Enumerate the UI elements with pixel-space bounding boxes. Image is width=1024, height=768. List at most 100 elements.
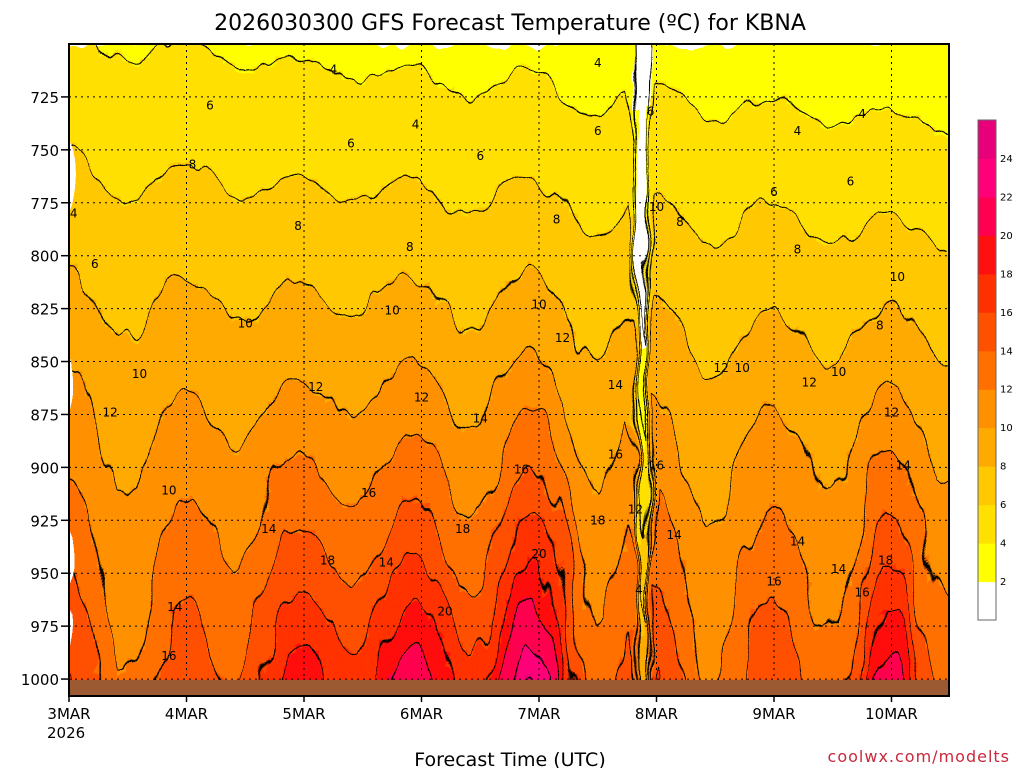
plot-frame bbox=[68, 43, 950, 697]
contour-label: 16 bbox=[766, 575, 781, 589]
y-tick-label: 775 bbox=[30, 195, 59, 213]
contour-label: 8 bbox=[294, 219, 302, 233]
contour-label: 4 bbox=[412, 117, 420, 131]
contour-label: 16 bbox=[649, 458, 664, 472]
contour-label: 8 bbox=[794, 242, 802, 256]
contour-label: 14 bbox=[473, 412, 488, 426]
legend-label: 14 bbox=[1000, 346, 1013, 357]
contour-label: 6 bbox=[594, 124, 602, 138]
contour-label: 18 bbox=[590, 513, 605, 527]
legend-swatch bbox=[978, 196, 996, 236]
x-tick-label: 8MAR bbox=[635, 705, 678, 723]
contour-label: 20 bbox=[437, 604, 452, 618]
legend-label: 20 bbox=[1000, 231, 1013, 242]
contour-line-2 bbox=[632, 44, 652, 346]
x-tick-label: 9MAR bbox=[752, 705, 795, 723]
contour-line-10 bbox=[69, 345, 949, 696]
gridlines bbox=[69, 44, 949, 696]
plot-area: 4 4 4 4 4 4 6 6 6 6 6 6 6 6 8 8 8 8 8 8 10 10 10 10 10 10 10 10 10 8 1… bbox=[69, 44, 949, 696]
legend-frame bbox=[977, 119, 997, 621]
legend-swatch bbox=[978, 389, 996, 429]
contour-label: 18 bbox=[878, 554, 893, 568]
contour-label: 4 bbox=[635, 583, 643, 597]
contour-label: 4 bbox=[330, 62, 338, 76]
contour-label: 12 bbox=[414, 391, 429, 405]
contour-label: 20 bbox=[531, 547, 546, 561]
x-axis-title: Forecast Time (UTC) bbox=[414, 749, 605, 768]
contour-label: 4 bbox=[70, 206, 78, 220]
contour-label: 10 bbox=[531, 297, 546, 311]
contour-label: 6 bbox=[476, 149, 484, 163]
contour-label: 4 bbox=[794, 124, 802, 138]
y-tick-label: 950 bbox=[30, 565, 59, 583]
ground-layer bbox=[69, 680, 949, 696]
chart-title: 2026030300 GFS Forecast Temperature (ºC)… bbox=[214, 11, 806, 36]
contour-label: 12 bbox=[102, 405, 117, 419]
contour-label: 6 bbox=[206, 98, 214, 112]
legend-label: 10 bbox=[1000, 423, 1013, 434]
contour-label: 4 bbox=[858, 107, 866, 121]
contour-label: 10 bbox=[132, 367, 147, 381]
y-axis: 725 750 775 800 825 850 875 900 925 950 975 1000 bbox=[21, 89, 69, 689]
legend-label: 16 bbox=[1000, 308, 1013, 319]
contour-label: 18 bbox=[455, 522, 470, 536]
contour-label: 18 bbox=[320, 554, 335, 568]
contour-label: 16 bbox=[161, 649, 176, 663]
contour-label: 8 bbox=[876, 319, 884, 333]
contour-label: 14 bbox=[261, 522, 276, 536]
y-tick-label: 750 bbox=[30, 142, 59, 160]
x-tick-label: 3MAR bbox=[47, 705, 90, 723]
legend-swatch bbox=[978, 543, 996, 583]
contour-label: 16 bbox=[608, 448, 623, 462]
contour-line-4 bbox=[93, 44, 949, 443]
x-axis: 3MAR 4MAR 5MAR 6MAR 7MAR 8MAR 9MAR 10MAR bbox=[47, 696, 918, 723]
x-tick-label: 5MAR bbox=[282, 705, 325, 723]
x-tick-label: 7MAR bbox=[517, 705, 560, 723]
contour-label: 14 bbox=[831, 562, 846, 576]
legend-swatch bbox=[978, 235, 996, 275]
contour-label: 6 bbox=[770, 185, 778, 199]
contour-label: 8 bbox=[553, 213, 561, 227]
contour-label: 16 bbox=[361, 486, 376, 500]
contour-label: 10 bbox=[735, 361, 750, 375]
y-tick-label: 975 bbox=[30, 618, 59, 636]
contour-label: 14 bbox=[167, 600, 182, 614]
contour-label: 10 bbox=[649, 200, 664, 214]
contour-line-6 bbox=[69, 149, 949, 536]
contour-label: 16 bbox=[854, 585, 869, 599]
contour-label: 10 bbox=[238, 316, 253, 330]
legend-label: 22 bbox=[1000, 192, 1013, 203]
legend-swatch bbox=[978, 350, 996, 390]
legend-swatch bbox=[978, 504, 996, 544]
contour-label: 10 bbox=[161, 484, 176, 498]
contour-label: 14 bbox=[896, 458, 911, 472]
x-tick-label: 10MAR bbox=[865, 705, 918, 723]
contour-label: 14 bbox=[790, 535, 805, 549]
legend-swatch bbox=[978, 581, 996, 621]
legend-label: 24 bbox=[1000, 154, 1013, 165]
contour-label: 6 bbox=[91, 257, 99, 271]
contour-label: 14 bbox=[666, 528, 681, 542]
legend-swatch bbox=[978, 273, 996, 313]
legend-label: 8 bbox=[1000, 462, 1006, 473]
contour-label: 12 bbox=[713, 361, 728, 375]
contour-label: 6 bbox=[347, 137, 355, 151]
contour-label: 12 bbox=[308, 380, 323, 394]
legend-swatch bbox=[978, 466, 996, 506]
legend-swatch bbox=[978, 158, 996, 198]
legend-swatch bbox=[978, 427, 996, 467]
credit-link[interactable]: coolwx.com/modelts bbox=[828, 747, 1010, 766]
contour-label: 4 bbox=[594, 56, 602, 70]
y-tick-label: 900 bbox=[30, 459, 59, 477]
y-tick-label: 825 bbox=[30, 301, 59, 319]
contour-label: 8 bbox=[406, 240, 414, 254]
contour-label: 10 bbox=[890, 270, 905, 284]
y-tick-label: 725 bbox=[30, 89, 59, 107]
contour-label: 12 bbox=[884, 405, 899, 419]
x-tick-label: 4MAR bbox=[165, 705, 208, 723]
contour-label: 10 bbox=[384, 304, 399, 318]
contour-label: 16 bbox=[514, 463, 529, 477]
contour-label: 14 bbox=[608, 378, 623, 392]
y-tick-label: 800 bbox=[30, 248, 59, 266]
